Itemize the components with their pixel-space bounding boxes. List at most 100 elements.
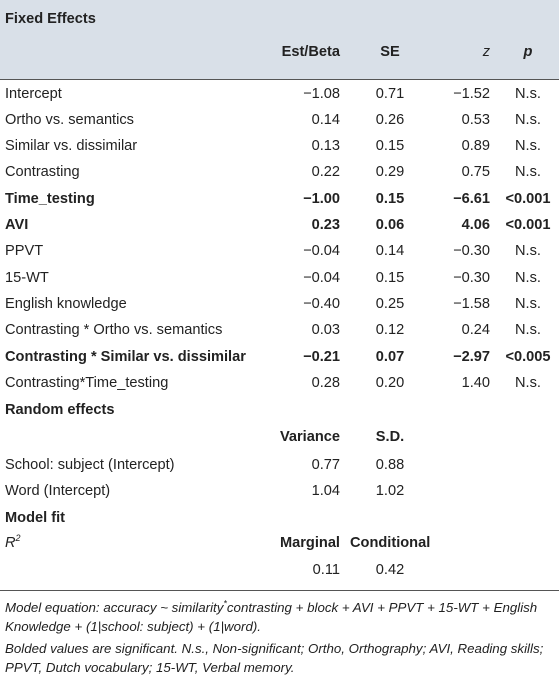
header-band [0, 0, 559, 79]
se-value: 0.15 [375, 138, 405, 154]
z-value: 0.89 [461, 138, 490, 154]
se-value: 0.06 [375, 217, 405, 233]
z-value: 0.53 [461, 112, 490, 128]
se-value: 0.20 [375, 375, 405, 391]
est-value: 0.03 [311, 322, 340, 338]
row-label: Contrasting * Ortho vs. semantics [5, 322, 223, 338]
row-label: Ortho vs. semantics [5, 112, 134, 128]
table-row-significant: Time_testing −1.00 0.15 −6.61 <0.001 [0, 186, 559, 212]
marginal-value: 0.11 [312, 562, 340, 578]
z-value: −0.30 [453, 270, 490, 286]
table-row: 15-WT −0.04 0.15 −0.30 N.s. [0, 265, 559, 291]
se-value: 0.29 [375, 164, 405, 180]
row-label: School: subject (Intercept) [5, 457, 175, 473]
z-value: 0.24 [461, 322, 490, 338]
est-value: −1.00 [303, 191, 340, 207]
table-row-significant: AVI 0.23 0.06 4.06 <0.001 [0, 212, 559, 238]
row-label: Contrasting * Similar vs. dissimilar [5, 349, 246, 365]
row-label: Contrasting [5, 164, 80, 180]
z-value: −1.52 [453, 86, 490, 102]
est-value: −0.21 [303, 349, 340, 365]
table-row: Contrasting 0.22 0.29 0.75 N.s. [0, 159, 559, 185]
p-value: N.s. [515, 138, 541, 154]
est-value: −1.08 [303, 86, 340, 102]
p-value: N.s. [515, 270, 541, 286]
row-label: Contrasting*Time_testing [5, 375, 169, 391]
est-value: 0.22 [311, 164, 340, 180]
header-divider [0, 79, 559, 80]
table-row: Intercept −1.08 0.71 −1.52 N.s. [0, 81, 559, 107]
row-label: Intercept [5, 86, 62, 102]
r-superscript: 2 [15, 533, 21, 544]
p-value: <0.001 [505, 217, 551, 233]
table-row-significant: Contrasting * Similar vs. dissimilar −0.… [0, 344, 559, 370]
p-value: N.s. [515, 375, 541, 391]
z-header: z [482, 44, 490, 60]
significance-note: Bolded values are significant. N.s., Non… [5, 641, 544, 675]
row-label: Similar vs. dissimilar [5, 138, 138, 154]
table-row: Contrasting * Ortho vs. semantics 0.03 0… [0, 317, 559, 343]
variance-value: 1.04 [311, 483, 340, 499]
p-value: N.s. [515, 112, 541, 128]
row-label: PPVT [5, 243, 44, 259]
r-symbol: R [5, 535, 16, 551]
sd-header: S.D. [375, 429, 405, 445]
table-row: Word (Intercept) 1.04 1.02 [0, 478, 559, 504]
se-value: 0.15 [375, 191, 405, 207]
row-label: AVI [5, 217, 29, 233]
z-value: −0.30 [453, 243, 490, 259]
model-fit-heading: Model fit [5, 510, 65, 526]
z-value: −2.97 [453, 349, 490, 365]
row-label: English knowledge [5, 296, 127, 312]
sd-value: 0.88 [375, 457, 405, 473]
p-value: N.s. [515, 243, 541, 259]
z-value: −1.58 [453, 296, 490, 312]
se-value: 0.07 [375, 349, 405, 365]
table-row: English knowledge −0.40 0.25 −1.58 N.s. [0, 291, 559, 317]
z-value: 1.40 [461, 375, 490, 391]
se-header: SE [380, 44, 400, 60]
sd-value: 1.02 [375, 483, 405, 499]
est-value: −0.04 [303, 243, 340, 259]
est-beta-header: Est/Beta [281, 44, 340, 60]
est-value: −0.04 [303, 270, 340, 286]
table-row: School: subject (Intercept) 0.77 0.88 [0, 452, 559, 478]
p-value: N.s. [515, 86, 541, 102]
est-value: 0.28 [311, 375, 340, 391]
model-fit-heading-row: Model fit [0, 505, 559, 531]
equation-part-b: contrasting + block + AVI + PPVT + 15-WT… [5, 600, 538, 634]
se-value: 0.12 [375, 322, 405, 338]
random-effects-heading: Random effects [5, 402, 115, 418]
se-value: 0.26 [375, 112, 405, 128]
equation-part-a: Model equation: accuracy ~ similarity [5, 600, 224, 615]
p-value: N.s. [515, 322, 541, 338]
p-value: N.s. [515, 164, 541, 180]
model-fit-header-row: R2 Marginal Conditional [0, 530, 559, 556]
table-row: Similar vs. dissimilar 0.13 0.15 0.89 N.… [0, 133, 559, 159]
footer-divider [0, 590, 559, 591]
conditional-value: 0.42 [375, 562, 405, 578]
conditional-header: Conditional [350, 535, 431, 551]
p-value: <0.005 [505, 349, 551, 365]
se-value: 0.25 [375, 296, 405, 312]
variance-value: 0.77 [311, 457, 340, 473]
table-row: PPVT −0.04 0.14 −0.30 N.s. [0, 238, 559, 264]
equation-superscript: * [223, 598, 227, 609]
est-value: −0.40 [303, 296, 340, 312]
column-header-row: Est/Beta SE z p [0, 39, 559, 65]
p-header: p [523, 44, 533, 60]
se-value: 0.15 [375, 270, 405, 286]
r-squared-label: R2 [5, 530, 21, 556]
row-label: Word (Intercept) [5, 483, 111, 499]
est-value: 0.13 [311, 138, 340, 154]
model-equation-note: Model equation: accuracy ~ similarity*co… [5, 598, 555, 636]
z-value: −6.61 [453, 191, 490, 207]
row-label: Time_testing [5, 191, 95, 207]
row-label: 15-WT [5, 270, 49, 286]
table-row: Contrasting*Time_testing 0.28 0.20 1.40 … [0, 370, 559, 396]
fixed-effects-heading-row: Fixed Effects [0, 6, 559, 32]
model-fit-values-row: 0.11 0.42 [0, 557, 559, 583]
table-row: Ortho vs. semantics 0.14 0.26 0.53 N.s. [0, 107, 559, 133]
z-value: 4.06 [461, 217, 490, 233]
